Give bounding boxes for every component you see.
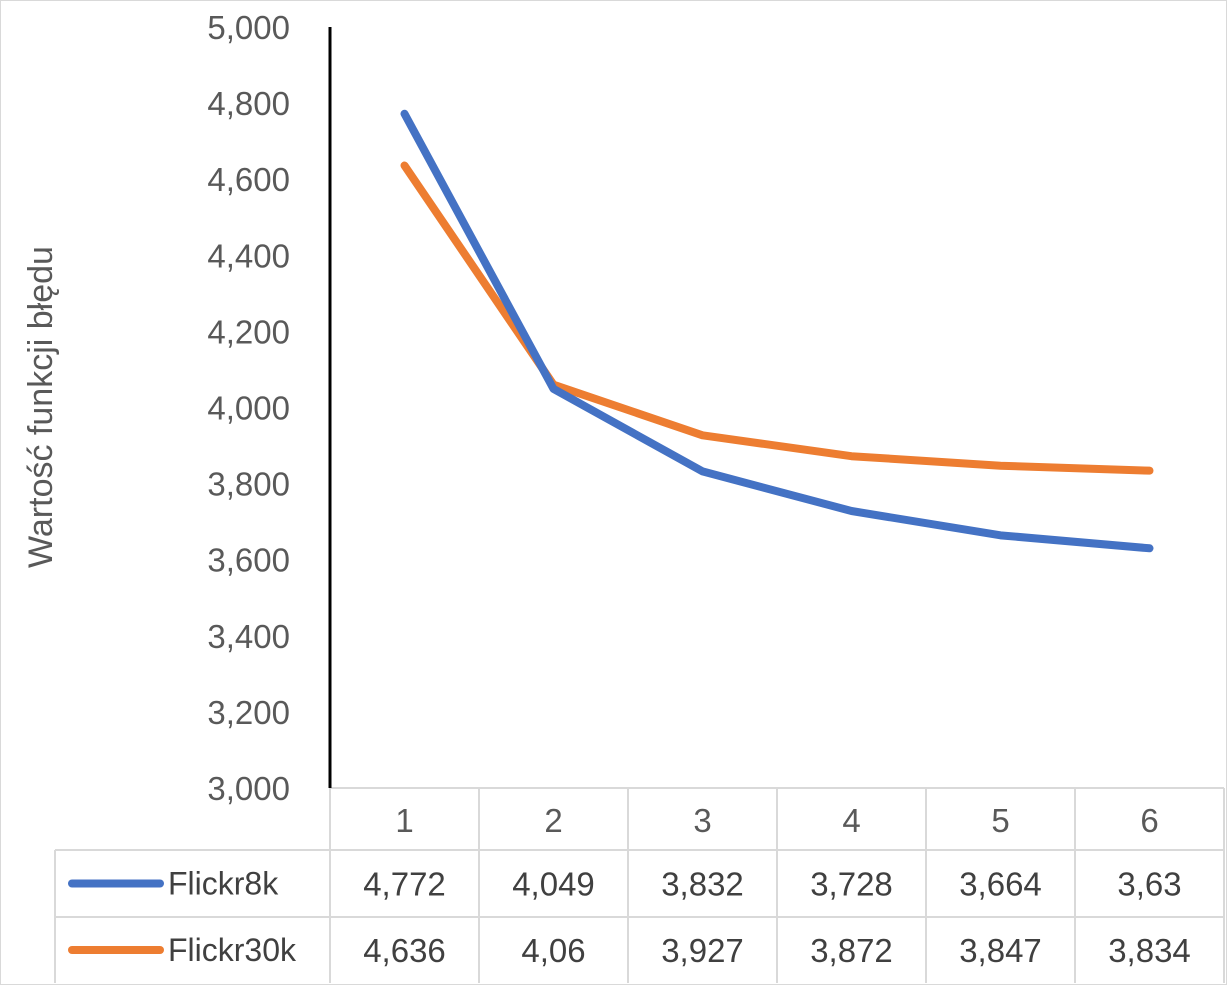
table-cell-value: 4,636 bbox=[363, 932, 446, 969]
x-category-label: 4 bbox=[842, 802, 860, 839]
y-tick-label: 5,000 bbox=[207, 9, 290, 46]
table-cell-value: 3,834 bbox=[1108, 932, 1191, 969]
table-cell-value: 3,847 bbox=[959, 932, 1042, 969]
y-tick-label: 4,200 bbox=[207, 313, 290, 350]
table-cell-value: 4,06 bbox=[521, 932, 585, 969]
x-category-label: 1 bbox=[395, 802, 413, 839]
y-tick-label: 3,000 bbox=[207, 770, 290, 807]
legend-entry: Flickr8k bbox=[168, 866, 279, 902]
series-lines bbox=[400, 109, 1154, 553]
x-category-label: 5 bbox=[991, 802, 1009, 839]
y-tick-label: 4,600 bbox=[207, 161, 290, 198]
x-category-labels: 1 2 3 4 5 6 bbox=[395, 802, 1158, 839]
table-cell-value: 3,63 bbox=[1117, 866, 1181, 903]
table-cell-value: 3,872 bbox=[810, 932, 893, 969]
table-cell-value: 4,772 bbox=[363, 866, 446, 903]
y-tick-label: 4,400 bbox=[207, 237, 290, 274]
data-table: Flickr8k 4,772 4,049 3,832 3,728 3,664 3,63 Fli… bbox=[68, 866, 1191, 969]
series-line-flickr8k bbox=[400, 109, 1154, 553]
table-cell-value: 3,927 bbox=[661, 932, 744, 969]
table-grid bbox=[54, 787, 1225, 983]
x-category-label: 2 bbox=[544, 802, 562, 839]
legend-entry: Flickr30k bbox=[168, 932, 297, 968]
y-tick-label: 3,600 bbox=[207, 542, 290, 579]
y-axis-title: Wartość funkcji błędu bbox=[22, 246, 60, 568]
x-category-label: 3 bbox=[693, 802, 711, 839]
y-tick-labels: 3,000 3,200 3,400 3,600 3,800 4,000 4,200 4,400… bbox=[207, 9, 290, 807]
y-tick-label: 4,000 bbox=[207, 390, 290, 427]
y-axis-title-group: Wartość funkcji błędu bbox=[22, 246, 60, 568]
table-cell-value: 3,728 bbox=[810, 866, 893, 903]
y-tick-label: 3,400 bbox=[207, 618, 290, 655]
table-cell-value: 4,049 bbox=[512, 866, 595, 903]
table-cell-value: 3,664 bbox=[959, 866, 1042, 903]
y-tick-label: 4,800 bbox=[207, 85, 290, 122]
y-tick-label: 3,800 bbox=[207, 466, 290, 503]
y-tick-label: 3,200 bbox=[207, 694, 290, 731]
table-cell-value: 3,832 bbox=[661, 866, 744, 903]
x-category-label: 6 bbox=[1140, 802, 1158, 839]
